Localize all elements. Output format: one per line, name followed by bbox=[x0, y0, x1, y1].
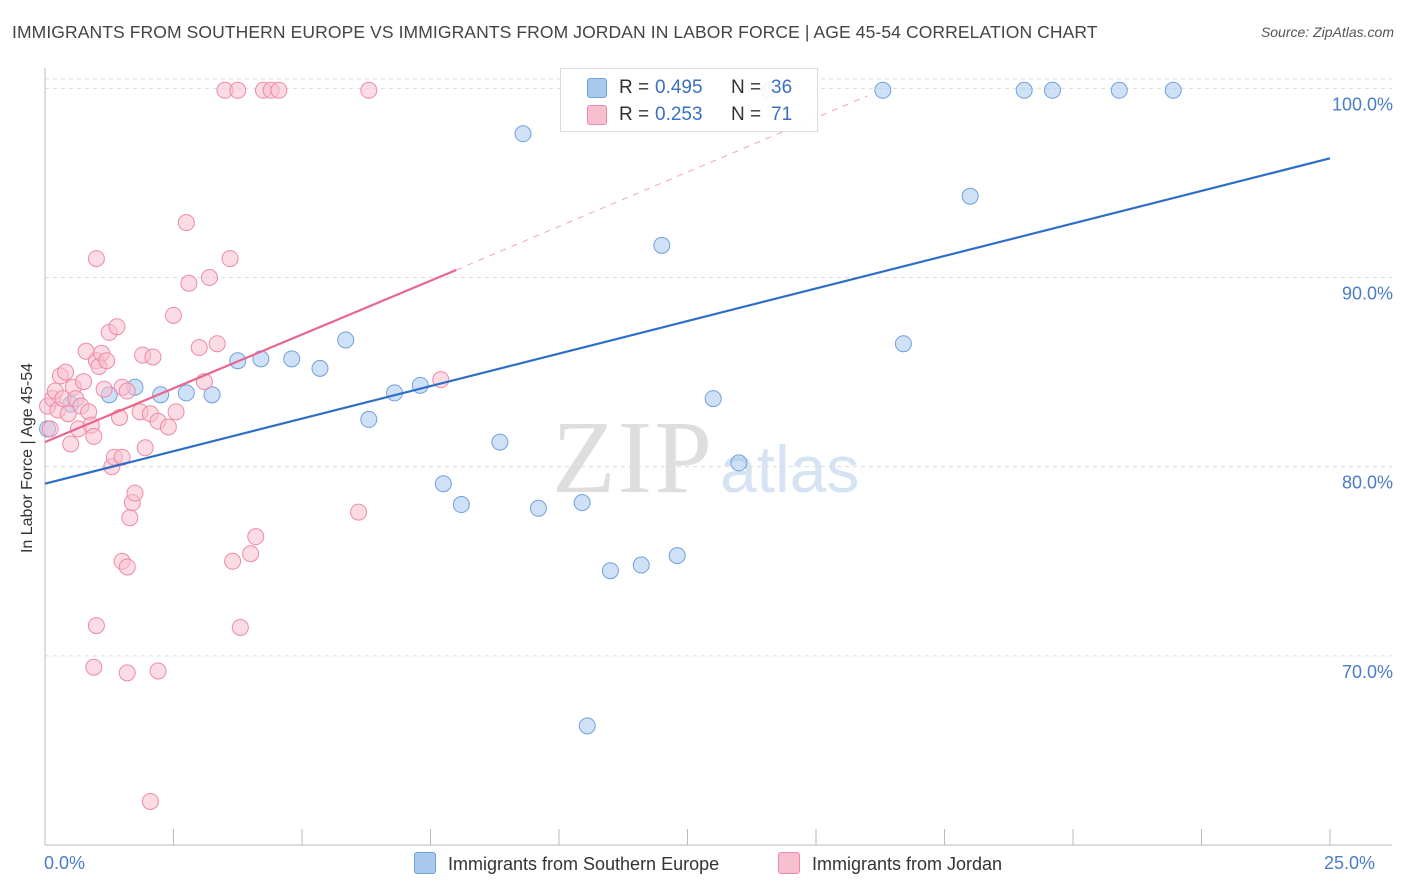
point-southern-europe bbox=[578, 717, 596, 735]
point-jordan bbox=[87, 617, 105, 635]
series-legend-southern-europe: Immigrants from Southern Europe bbox=[414, 852, 719, 875]
point-jordan bbox=[270, 81, 288, 99]
point-southern-europe bbox=[1043, 81, 1061, 99]
point-southern-europe bbox=[337, 331, 355, 349]
point-southern-europe bbox=[961, 187, 979, 205]
point-jordan bbox=[41, 420, 59, 438]
trend-lines bbox=[44, 95, 1331, 485]
series-swatch-jordan bbox=[778, 852, 800, 874]
point-southern-europe bbox=[452, 496, 470, 514]
point-jordan bbox=[177, 214, 195, 232]
point-jordan bbox=[229, 81, 247, 99]
point-jordan bbox=[144, 348, 162, 366]
point-jordan bbox=[62, 435, 80, 453]
point-jordan bbox=[167, 403, 185, 421]
point-southern-europe bbox=[668, 547, 686, 565]
point-jordan bbox=[95, 380, 113, 398]
legend-swatch-southern-europe bbox=[587, 78, 607, 98]
point-jordan bbox=[85, 658, 103, 676]
chart-title: IMMIGRANTS FROM SOUTHERN EUROPE VS IMMIG… bbox=[12, 22, 1098, 42]
y-tick-label: 70.0% bbox=[1342, 662, 1393, 682]
legend-n-value-southern-europe: 36 bbox=[771, 77, 793, 98]
point-jordan bbox=[231, 618, 249, 636]
point-jordan bbox=[136, 439, 154, 457]
point-southern-europe bbox=[283, 350, 301, 368]
x-tick-label-max: 25.0% bbox=[1324, 853, 1376, 873]
point-southern-europe bbox=[177, 384, 195, 402]
point-jordan bbox=[126, 484, 144, 502]
point-jordan bbox=[242, 545, 260, 563]
point-jordan bbox=[75, 373, 93, 391]
point-jordan bbox=[221, 250, 239, 268]
point-southern-europe bbox=[1015, 81, 1033, 99]
point-southern-europe bbox=[1110, 81, 1128, 99]
trend-line-jordan bbox=[44, 268, 457, 444]
point-southern-europe bbox=[529, 499, 547, 517]
point-jordan bbox=[360, 81, 378, 99]
y-tick-label: 80.0% bbox=[1342, 473, 1393, 493]
point-jordan bbox=[180, 274, 198, 292]
point-southern-europe bbox=[632, 556, 650, 574]
point-jordan bbox=[59, 405, 77, 423]
legend-r-value-southern-europe: 0.495 bbox=[655, 77, 703, 98]
legend-n-value-jordan: 71 bbox=[771, 104, 793, 125]
legend-n-label: N = bbox=[731, 77, 762, 98]
point-jordan bbox=[121, 509, 139, 527]
correlation-legend: R = 0.495 N = 36 R = 0.253 N = 71 bbox=[560, 68, 818, 132]
point-southern-europe bbox=[491, 433, 509, 451]
series-legend-jordan: Immigrants from Jordan bbox=[778, 852, 1002, 875]
point-jordan bbox=[247, 528, 265, 546]
y-tick-labels: 100.0% 90.0% 80.0% 70.0% bbox=[1332, 94, 1393, 681]
point-southern-europe bbox=[311, 359, 329, 377]
point-jordan bbox=[118, 558, 136, 576]
y-tick-label: 100.0% bbox=[1332, 94, 1393, 114]
point-jordan bbox=[208, 335, 226, 353]
point-jordan bbox=[200, 269, 218, 287]
point-jordan bbox=[149, 662, 167, 680]
legend-swatch-jordan bbox=[587, 105, 607, 125]
point-jordan bbox=[224, 552, 242, 570]
point-southern-europe bbox=[573, 494, 591, 512]
point-southern-europe bbox=[203, 386, 221, 404]
point-jordan bbox=[350, 503, 368, 521]
gridlines bbox=[45, 78, 1392, 657]
point-jordan bbox=[141, 792, 159, 810]
point-southern-europe bbox=[894, 335, 912, 353]
point-jordan bbox=[98, 352, 116, 370]
axes bbox=[44, 68, 1392, 846]
point-southern-europe bbox=[874, 81, 892, 99]
data-points bbox=[39, 81, 1182, 810]
point-southern-europe bbox=[704, 390, 722, 408]
legend-r-value-jordan: 0.253 bbox=[655, 104, 703, 125]
series-label-southern-europe: Immigrants from Southern Europe bbox=[448, 854, 720, 874]
point-jordan bbox=[118, 382, 136, 400]
point-southern-europe bbox=[1164, 81, 1182, 99]
point-jordan bbox=[57, 363, 75, 381]
point-jordan bbox=[108, 318, 126, 336]
source-credit: Source: ZipAtlas.com bbox=[1260, 24, 1394, 40]
point-southern-europe bbox=[434, 475, 452, 493]
legend-r-label: R = bbox=[619, 77, 650, 98]
legend-r-label: R = bbox=[619, 104, 650, 125]
x-tick-label-min: 0.0% bbox=[44, 853, 86, 873]
y-tick-label: 90.0% bbox=[1342, 284, 1393, 304]
point-southern-europe bbox=[653, 236, 671, 254]
point-jordan bbox=[165, 306, 182, 324]
series-label-jordan: Immigrants from Jordan bbox=[812, 854, 1003, 874]
point-jordan bbox=[118, 664, 136, 682]
point-southern-europe bbox=[601, 562, 619, 580]
point-jordan bbox=[85, 427, 103, 445]
point-jordan bbox=[190, 339, 208, 357]
trend-line-southern-europe bbox=[44, 157, 1331, 485]
point-jordan bbox=[159, 418, 177, 436]
point-southern-europe bbox=[514, 125, 532, 143]
legend-n-label: N = bbox=[731, 104, 762, 125]
point-southern-europe bbox=[360, 410, 378, 428]
point-jordan bbox=[87, 250, 105, 268]
point-southern-europe bbox=[730, 454, 748, 472]
series-swatch-southern-europe bbox=[414, 852, 436, 874]
